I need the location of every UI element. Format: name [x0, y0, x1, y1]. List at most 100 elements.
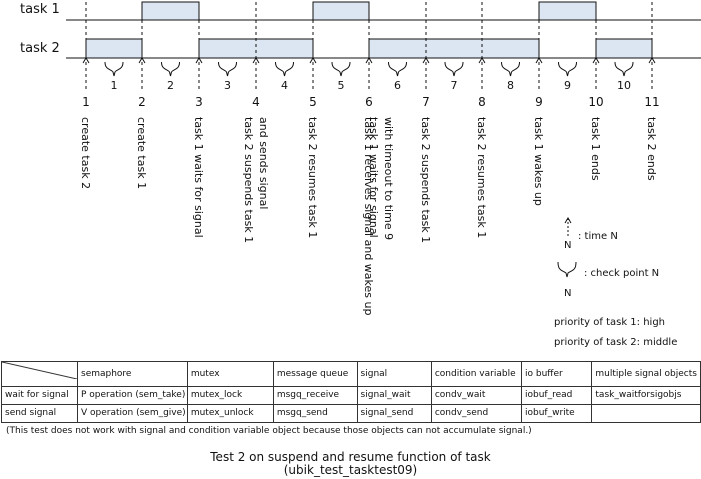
task2-run-bar	[85, 38, 143, 59]
event-description: task 1 waits for signal	[367, 117, 380, 238]
check-brace-icon	[614, 61, 634, 77]
time-label: 3	[195, 95, 203, 109]
event-description: task 1 wakes up	[532, 117, 545, 206]
task1-label: task 1	[20, 2, 60, 17]
priority-task2: priority of task 2: middle	[554, 337, 677, 348]
row-label: wait for signal	[1, 386, 78, 405]
table-cell: V operation (sem_give)	[77, 404, 188, 423]
legend-brace-icon	[557, 261, 577, 278]
arrow-up-icon	[138, 57, 146, 64]
table-cell: condv_send	[430, 404, 522, 423]
table-cell	[591, 404, 701, 423]
event-description: task 2 ends	[645, 117, 658, 181]
table-cell: signal_send	[356, 404, 432, 423]
event-description: task 1 receives signal and wakes up	[362, 117, 375, 315]
check-point-label: 6	[394, 79, 401, 92]
check-brace-icon	[161, 61, 180, 77]
arrow-up-icon	[535, 57, 543, 64]
event-description: create task 2	[79, 117, 92, 189]
header-cell: mutex	[186, 361, 274, 387]
legend-time-label: : time N	[578, 231, 618, 242]
task2-run-bar	[595, 38, 653, 59]
check-brace-icon	[388, 61, 407, 77]
legend-check-label: : check point N	[584, 268, 659, 279]
time-label: 8	[478, 95, 486, 109]
legend: N : time N N : check point N priority of…	[554, 217, 677, 348]
check-brace-icon	[104, 61, 124, 77]
table-header-row: semaphore mutex message queue signal con…	[1, 361, 701, 387]
check-point-label: 4	[281, 79, 288, 92]
task1-run-bar	[538, 1, 597, 21]
event-description: task 2 resumes task 1	[306, 117, 319, 238]
task2-run-bar	[198, 38, 314, 59]
header-cell: io buffer	[520, 361, 593, 387]
arrow-up-icon	[648, 57, 656, 64]
arrow-up-icon	[365, 57, 373, 64]
row-label: send signal	[1, 404, 78, 423]
check-brace-icon	[275, 61, 294, 77]
header-cell: multiple signal objects	[591, 361, 701, 387]
table-row: wait for signal P operation (sem_take) m…	[1, 386, 701, 405]
event-description: with timeout to time 9	[382, 117, 395, 240]
time-label: 2	[138, 95, 146, 109]
table-cell: iobuf_write	[520, 404, 593, 423]
event-descriptions: create task 2 create task 1 task 1 waits f…	[79, 117, 658, 315]
check-brace-icon	[444, 61, 464, 77]
priority-task1: priority of task 1: high	[554, 317, 665, 328]
event-description: task 2 suspends task 1	[419, 117, 432, 243]
arrow-up-icon	[592, 57, 600, 64]
time-label: 5	[309, 95, 317, 109]
task2-label: task 2	[20, 41, 60, 56]
check-brace-icon	[218, 61, 237, 77]
legend-check-n: N	[564, 288, 571, 299]
arrow-up-icon	[82, 57, 90, 64]
table-cell: iobuf_read	[520, 386, 593, 405]
arrow-up-icon	[422, 57, 430, 64]
signal-object-table: semaphore mutex message queue signal con…	[1, 361, 701, 423]
header-cell: semaphore	[77, 361, 188, 387]
table-corner-cell	[1, 361, 78, 387]
time-label: 1	[82, 95, 90, 109]
task1-run-bar	[141, 1, 200, 21]
figure-subtitle: (ubik_test_tasktest09)	[283, 463, 418, 477]
check-brace-icon	[558, 61, 577, 77]
arrow-up-icon	[478, 57, 486, 64]
time-label: 11	[644, 95, 659, 109]
check-points: 1 2 3 4 5 6 7 8 9 10	[104, 61, 634, 92]
legend-time-n: N	[564, 240, 571, 251]
check-brace-icon	[331, 61, 351, 77]
header-cell: condition variable	[430, 361, 522, 387]
time-markers	[82, 2, 656, 91]
task2-run-bar	[368, 38, 540, 59]
task1-run-bar	[312, 1, 370, 21]
table-cell: msgq_receive	[272, 386, 358, 405]
table-cell: msgq_send	[272, 404, 358, 423]
event-description: task 2 resumes task 1	[475, 117, 488, 238]
table-cell: task_waitforsigobjs	[591, 386, 701, 405]
arrow-up-icon	[309, 57, 317, 64]
event-description: task 2 suspends task 1	[242, 117, 255, 243]
check-point-label: 8	[507, 79, 514, 92]
check-point-label: 1	[111, 79, 118, 92]
check-point-label: 5	[338, 79, 345, 92]
legend-arrow-icon	[564, 217, 572, 224]
figure-title: Test 2 on suspend and resume function of…	[210, 450, 491, 464]
event-description: create task 1	[135, 117, 148, 189]
table-cell: condv_wait	[430, 386, 522, 405]
event-description: task 1 waits for signal	[192, 117, 205, 238]
event-description: task 1 ends	[589, 117, 602, 181]
time-label: 6	[365, 95, 373, 109]
time-label: 7	[422, 95, 430, 109]
header-cell: signal	[356, 361, 432, 387]
check-brace-icon	[501, 61, 520, 77]
table-row: send signal V operation (sem_give) mutex…	[1, 404, 701, 423]
time-labels: 1 2 3 4 5 6 7 8 9 10 11	[82, 95, 659, 109]
table-cell: mutex_unlock	[186, 404, 274, 423]
table-note: (This test does not work with signal and…	[6, 426, 532, 436]
check-point-label: 3	[224, 79, 231, 92]
arrow-up-icon	[252, 57, 260, 64]
table-cell: signal_wait	[356, 386, 432, 405]
task-run-bars	[85, 1, 653, 59]
table-cell: mutex_lock	[186, 386, 274, 405]
